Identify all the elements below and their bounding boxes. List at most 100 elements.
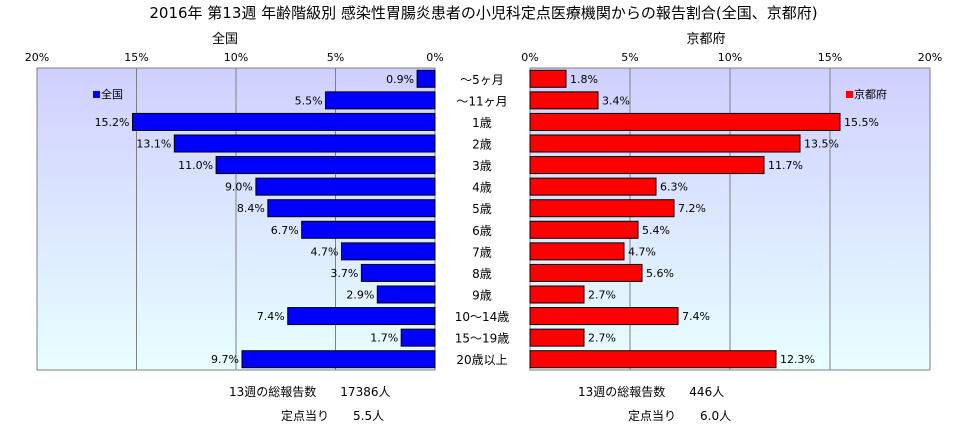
national-bar	[255, 177, 436, 196]
kyoto-tick-label: 10%	[718, 51, 742, 64]
national-bar	[360, 263, 436, 282]
national-tick-label: 15%	[124, 51, 148, 64]
kyoto-legend-swatch	[846, 91, 853, 98]
kyoto-data-label: 5.6%	[646, 267, 674, 280]
category-label: 4歳	[472, 181, 492, 195]
national-bar	[301, 220, 436, 239]
kyoto-data-label: 7.4%	[682, 310, 710, 323]
kyoto-panel: 0% 5% 10% 15% 20% 京都府 1.8% 3.4% 15.5% 13.5%11.7% 6…	[521, 32, 942, 371]
kyoto-data-label: 15.5%	[844, 116, 879, 129]
kyoto-data-label: 3.4%	[602, 94, 630, 107]
national-bar	[340, 242, 436, 261]
national-tick-label: 10%	[224, 51, 248, 64]
national-data-label: 11.0%	[178, 159, 213, 172]
national-data-label: 6.7%	[271, 224, 299, 237]
national-bar	[215, 156, 436, 175]
category-label: 2歳	[472, 138, 492, 152]
kyoto-bar	[529, 91, 599, 110]
kyoto-tick-label: 20%	[918, 51, 942, 64]
kyoto-total-value: 446人	[689, 385, 725, 399]
national-panel: 20% 15% 10% 5% 0% 全国 0.9% 5.5% 15.2% 13.1% 11.0% 9.…	[25, 31, 444, 371]
kyoto-per-site: 定点当り 6.0人	[628, 407, 731, 424]
kyoto-data-label: 2.7%	[588, 332, 616, 345]
category-label: 8歳	[472, 267, 492, 281]
kyoto-per-label: 定点当り	[628, 409, 677, 423]
national-total-label: 13週の総報告数	[229, 385, 317, 399]
national-data-label: 5.5%	[295, 94, 323, 107]
category-label: 10～14歳	[455, 310, 510, 324]
national-tick-label: 0%	[426, 51, 443, 64]
national-data-label: 2.9%	[346, 289, 374, 302]
kyoto-bar	[529, 69, 567, 88]
national-data-label: 9.7%	[211, 353, 239, 366]
national-tick-label: 5%	[327, 51, 344, 64]
kyoto-bar	[529, 112, 841, 131]
kyoto-data-label: 11.7%	[768, 159, 803, 172]
national-total: 13週の総報告数 17386人	[229, 383, 390, 400]
national-bar	[173, 134, 436, 153]
national-data-label: 8.4%	[237, 202, 265, 215]
kyoto-tick-label: 15%	[818, 51, 842, 64]
national-panel-title: 全国	[212, 31, 238, 47]
category-label: 6歳	[472, 224, 492, 238]
category-label: 1歳	[472, 116, 492, 130]
kyoto-bar	[529, 177, 657, 196]
national-bar	[132, 112, 436, 131]
national-data-label: 3.7%	[330, 267, 358, 280]
national-bar	[241, 350, 436, 369]
national-bar	[287, 307, 436, 326]
kyoto-bar	[529, 220, 639, 239]
kyoto-tick-label: 0%	[521, 51, 538, 64]
kyoto-data-label: 4.7%	[628, 245, 656, 258]
chart-title: 2016年 第13週 年齢階級別 感染性胃腸炎患者の小児科定点医療機関からの報告…	[149, 4, 818, 22]
national-data-label: 13.1%	[136, 138, 171, 151]
kyoto-data-label: 7.2%	[678, 202, 706, 215]
kyoto-total: 13週の総報告数 446人	[578, 383, 724, 400]
kyoto-bar	[529, 134, 801, 153]
kyoto-data-label: 2.7%	[588, 289, 616, 302]
category-labels: ～5ヶ月 ～11ヶ月 1歳 2歳 3歳 4歳 5歳 6歳 7歳 8歳 9歳 10～14歳 15～19歳 2…	[455, 73, 510, 367]
category-label: 5歳	[472, 202, 492, 216]
kyoto-bar	[529, 285, 585, 304]
kyoto-bar	[529, 199, 675, 218]
kyoto-bar	[529, 156, 765, 175]
category-label: 15～19歳	[455, 332, 510, 346]
kyoto-per-value: 6.0人	[700, 409, 732, 423]
category-label: 20歳以上	[456, 353, 507, 367]
kyoto-bar	[529, 263, 643, 282]
national-legend-label: 全国	[101, 87, 123, 101]
national-data-label: 0.9%	[386, 73, 414, 86]
kyoto-bar	[529, 328, 585, 347]
kyoto-bar	[529, 350, 777, 369]
kyoto-data-label: 12.3%	[780, 353, 815, 366]
national-data-label: 1.7%	[370, 332, 398, 345]
kyoto-data-label: 1.8%	[570, 73, 598, 86]
national-data-label: 15.2%	[95, 116, 130, 129]
kyoto-bar	[529, 307, 679, 326]
category-label: 9歳	[472, 289, 492, 303]
national-bar	[376, 285, 436, 304]
national-data-label: 4.7%	[311, 245, 339, 258]
category-label: ～5ヶ月	[460, 73, 504, 87]
national-bar	[325, 91, 436, 110]
kyoto-tick-label: 5%	[621, 51, 638, 64]
national-data-label: 7.4%	[257, 310, 285, 323]
national-tick-label: 20%	[25, 51, 49, 64]
kyoto-data-label: 13.5%	[804, 138, 839, 151]
kyoto-data-label: 5.4%	[642, 224, 670, 237]
national-per-label: 定点当り	[281, 409, 330, 423]
category-label: 7歳	[472, 245, 492, 259]
national-per-value: 5.5人	[353, 409, 385, 423]
national-bar	[267, 199, 436, 218]
national-bar	[400, 328, 436, 347]
kyoto-total-label: 13週の総報告数	[578, 385, 666, 399]
national-legend-swatch	[93, 91, 100, 98]
kyoto-data-label: 6.3%	[660, 181, 688, 194]
category-label: 3歳	[472, 159, 492, 173]
kyoto-panel-title: 京都府	[686, 32, 725, 47]
category-label: ～11ヶ月	[456, 94, 507, 108]
national-data-label: 9.0%	[225, 181, 253, 194]
kyoto-legend-label: 京都府	[854, 87, 887, 101]
kyoto-bar	[529, 242, 625, 261]
